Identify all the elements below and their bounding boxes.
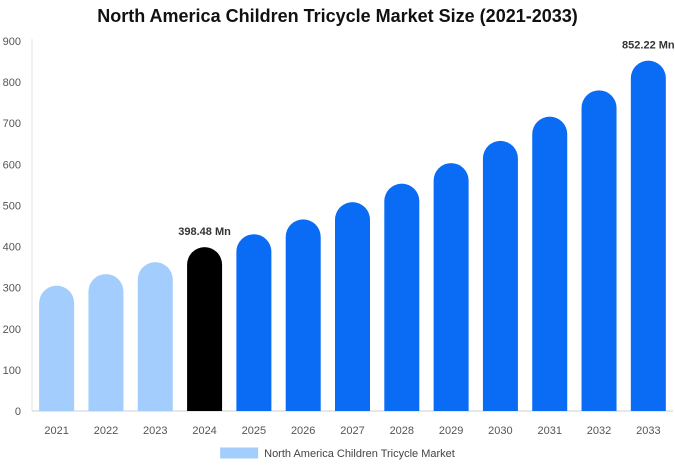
x-tick-label: 2021 (44, 425, 68, 437)
x-tick-label: 2032 (587, 425, 611, 437)
x-tick-label: 2022 (94, 425, 118, 437)
y-tick-label: 700 (3, 118, 21, 130)
bar-2030 (482, 140, 518, 412)
x-tick-label: 2025 (242, 425, 266, 437)
x-tick-label: 2033 (636, 425, 660, 437)
y-tick-label: 800 (3, 77, 21, 89)
bar-2027 (335, 202, 370, 411)
y-tick-label: 0 (15, 406, 21, 418)
bar-2033 (630, 60, 666, 412)
y-tick-label: 900 (3, 36, 21, 48)
y-tick-label: 600 (3, 159, 21, 171)
y-tick-label: 200 (3, 324, 21, 336)
x-tick-label: 2029 (439, 425, 463, 437)
y-tick-label: 500 (3, 200, 21, 212)
x-tick-label: 2031 (537, 425, 561, 437)
data-label-2033: 852.22 Mn (622, 40, 675, 52)
x-tick-label: 2023 (143, 425, 167, 437)
x-tick-label: 2030 (488, 425, 512, 437)
bar-2028 (384, 183, 420, 411)
bar-2032 (581, 90, 617, 411)
chart-title: North America Children Tricycle Market S… (97, 6, 578, 26)
bar-2021 (39, 285, 75, 411)
x-tick-label: 2026 (291, 425, 315, 437)
x-tick-label: 2028 (390, 425, 414, 437)
data-label-2024: 398.48 Mn (178, 226, 231, 238)
bar-2024 (187, 247, 223, 411)
y-tick-label: 100 (3, 365, 21, 377)
bar-2031 (532, 116, 568, 411)
bar-2029 (433, 163, 469, 411)
y-tick-label: 400 (3, 242, 21, 254)
bar-2026 (285, 219, 321, 411)
x-tick-label: 2024 (192, 425, 216, 437)
legend-label: North America Children Tricycle Market (264, 448, 455, 460)
bar-2025 (236, 234, 272, 411)
bar-2022 (88, 274, 124, 411)
x-tick-label: 2027 (340, 425, 364, 437)
legend-swatch (220, 447, 259, 459)
y-tick-label: 300 (3, 283, 21, 295)
bar-2023 (137, 262, 173, 411)
